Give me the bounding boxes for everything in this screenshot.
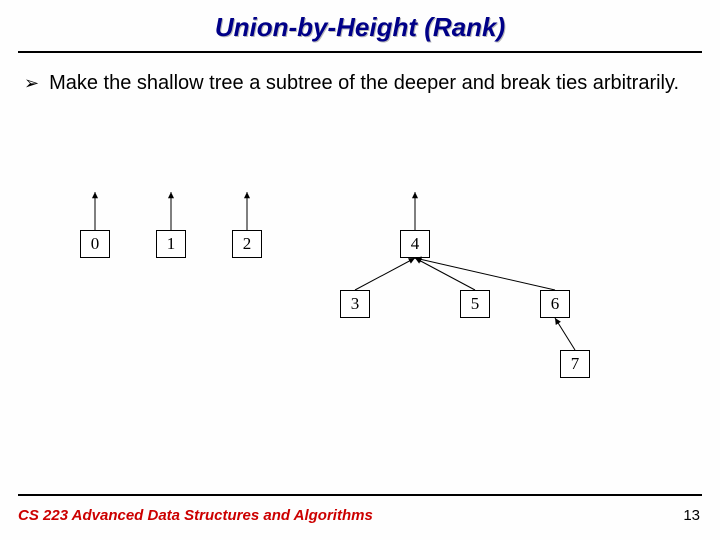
footer-rule [18,494,702,496]
slide: Union-by-Height (Rank) ➢ Make the shallo… [0,0,720,540]
edge-7-6 [60,175,660,395]
bullet-item: ➢ Make the shallow tree a subtree of the… [18,71,702,95]
bullet-text: Make the shallow tree a subtree of the d… [49,71,679,95]
page-number: 13 [683,507,700,524]
forest-diagram: 01243567 [60,175,660,395]
title-wrap: Union-by-Height (Rank) [18,12,702,49]
footer-text: CS 223 Advanced Data Structures and Algo… [18,507,373,524]
title-rule [18,51,702,53]
slide-title: Union-by-Height (Rank) [215,12,505,49]
bullet-arrow-icon: ➢ [24,71,39,95]
